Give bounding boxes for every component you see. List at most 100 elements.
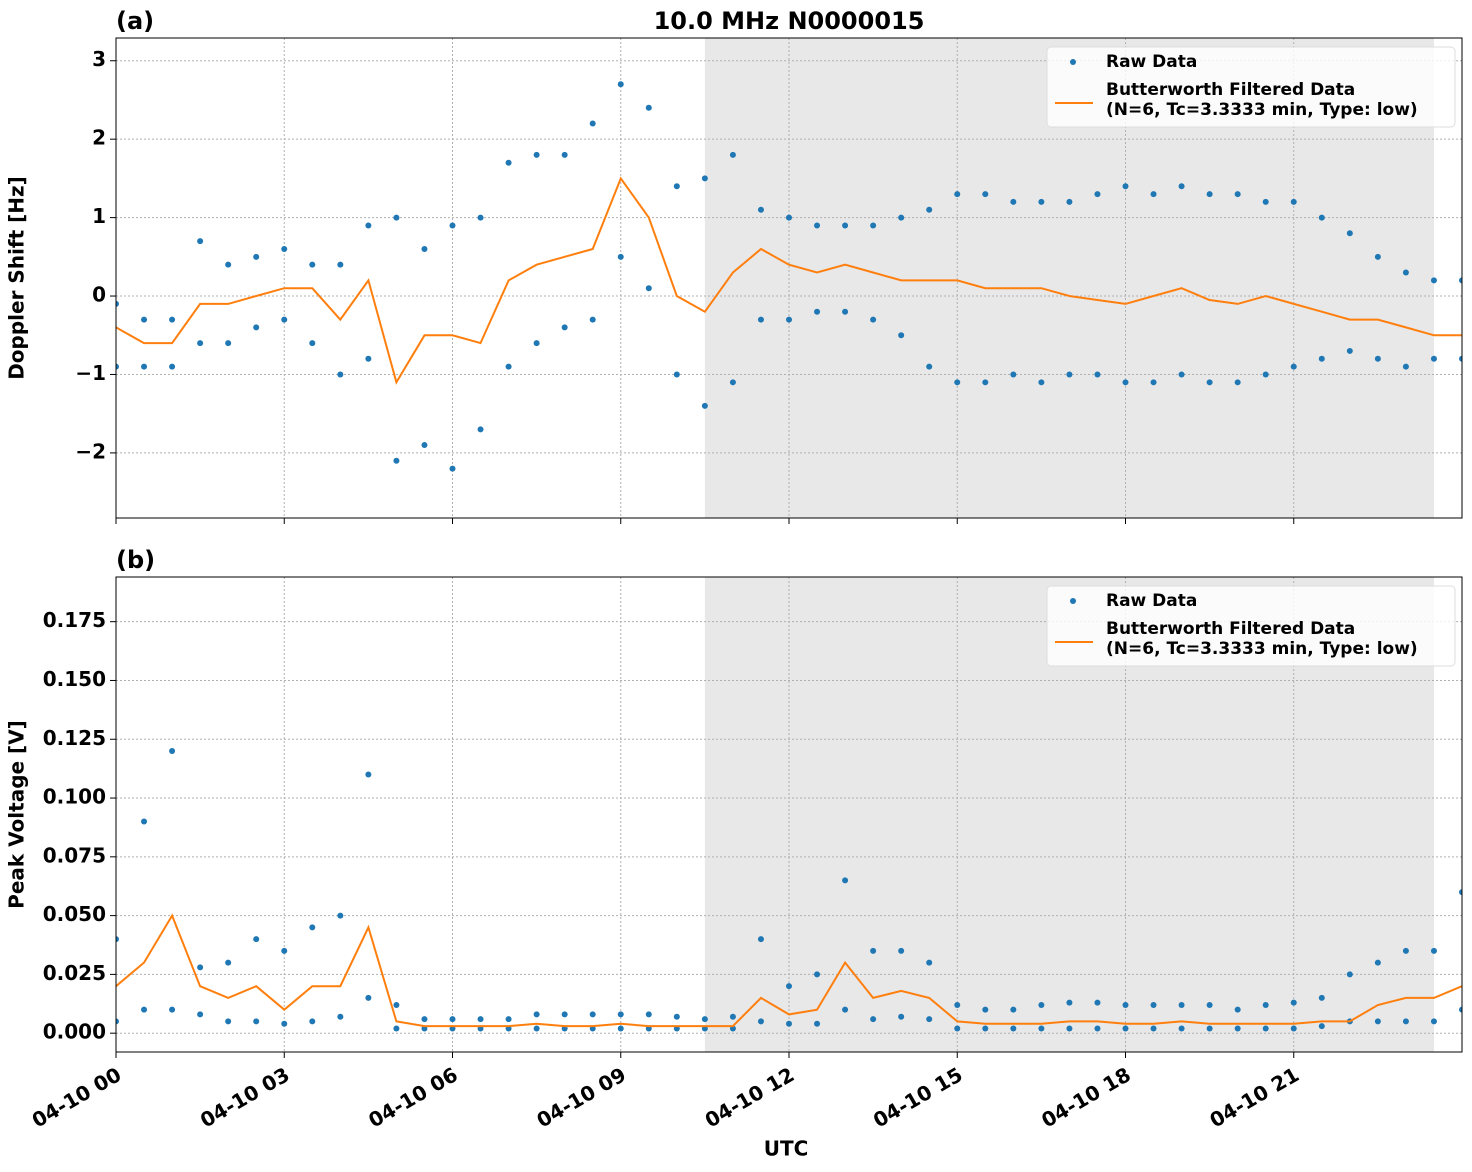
raw-point <box>253 1018 260 1025</box>
filtered-line <box>116 913 1462 1028</box>
raw-point <box>617 1025 624 1032</box>
y-tick-label: 2 <box>92 126 106 150</box>
x-tick-label: 04-10 00 <box>28 1062 126 1132</box>
raw-point <box>1374 1018 1381 1025</box>
raw-point <box>197 340 204 347</box>
raw-point <box>926 363 933 370</box>
x-tick-label: 04-10 21 <box>1205 1062 1303 1132</box>
raw-point <box>116 1018 119 1025</box>
raw-point <box>1318 994 1325 1001</box>
raw-point <box>309 1018 316 1025</box>
raw-point <box>842 877 849 884</box>
legend-label: (N=6, Tc=3.3333 min, Type: low) <box>1106 639 1418 659</box>
y-tick-label: 0.025 <box>43 961 106 985</box>
axes-frame <box>115 37 1463 519</box>
raw-point <box>870 222 877 229</box>
raw-point <box>1290 1025 1297 1032</box>
raw-point <box>477 1016 484 1023</box>
x-tick-label: 04-10 03 <box>196 1062 294 1132</box>
y-tick-label: 0.100 <box>43 785 106 809</box>
raw-point <box>225 261 232 268</box>
raw-point <box>533 1011 540 1018</box>
y-tick-label: 0.150 <box>43 667 106 691</box>
raw-point <box>337 261 344 268</box>
raw-point <box>786 316 792 323</box>
raw-point <box>757 316 764 323</box>
raw-point <box>141 363 148 370</box>
raw-point <box>926 206 933 213</box>
raw-point <box>1318 355 1325 362</box>
raw-point <box>898 332 905 339</box>
raw-point <box>505 159 512 166</box>
raw-point <box>1010 1025 1017 1032</box>
raw-point <box>1150 1001 1157 1008</box>
y-tick-label: −1 <box>75 361 106 385</box>
raw-point <box>645 104 652 111</box>
legend-label: Raw Data <box>1106 52 1197 72</box>
raw-point <box>701 175 708 182</box>
raw-point <box>617 81 624 88</box>
raw-point <box>1122 1025 1129 1032</box>
y-tick-label: 0.050 <box>43 902 106 926</box>
raw-point <box>197 1011 204 1018</box>
y-tick-label: 0.075 <box>43 843 106 867</box>
raw-point <box>645 1011 652 1018</box>
raw-point <box>1122 379 1129 386</box>
raw-point <box>842 308 849 315</box>
raw-point <box>842 1006 849 1013</box>
raw-point <box>1290 198 1297 205</box>
raw-point <box>1234 1025 1241 1032</box>
filtered-line <box>116 176 1462 385</box>
raw-point <box>1374 355 1381 362</box>
raw-point <box>337 912 344 919</box>
raw-point <box>281 947 288 954</box>
raw-point <box>561 151 568 158</box>
legend-box <box>1046 46 1456 128</box>
y-tick-label: 0.175 <box>43 608 106 632</box>
raw-point <box>1066 198 1073 205</box>
raw-point <box>1290 363 1297 370</box>
raw-point <box>673 371 680 378</box>
raw-point <box>729 1013 736 1020</box>
raw-point <box>365 222 372 229</box>
raw-point <box>1346 347 1353 354</box>
raw-point <box>449 222 456 229</box>
raw-point <box>169 1006 176 1013</box>
raw-point <box>814 971 821 978</box>
raw-point <box>898 1013 905 1020</box>
raw-point <box>253 324 260 331</box>
raw-point <box>309 924 316 931</box>
y-tick-label: 0.000 <box>43 1020 106 1044</box>
raw-point <box>757 206 764 213</box>
raw-point <box>116 936 119 943</box>
axes-frame <box>115 576 1463 1053</box>
raw-point <box>1318 1023 1325 1030</box>
raw-point <box>225 1018 232 1025</box>
raw-point <box>1010 1006 1017 1013</box>
raw-point <box>1150 379 1157 386</box>
raw-point <box>757 936 764 943</box>
raw-point <box>589 1011 596 1018</box>
raw-point <box>1178 371 1185 378</box>
raw-point <box>954 191 961 198</box>
raw-point <box>982 1025 989 1032</box>
raw-point <box>365 771 372 778</box>
raw-point <box>365 994 372 1001</box>
raw-point <box>673 183 680 190</box>
raw-point <box>1459 889 1462 896</box>
raw-point <box>169 316 176 323</box>
raw-point <box>1178 1001 1185 1008</box>
panel-label: (b) <box>116 546 155 574</box>
raw-point <box>757 1018 764 1025</box>
raw-point <box>982 191 989 198</box>
raw-point <box>617 1011 624 1018</box>
raw-point <box>786 983 792 990</box>
raw-point <box>393 457 400 464</box>
raw-point <box>1094 999 1101 1006</box>
raw-point <box>421 442 428 449</box>
y-tick-label: 0.125 <box>43 726 106 750</box>
raw-point <box>1038 1025 1045 1032</box>
raw-point <box>1346 971 1353 978</box>
y-tick-label: −2 <box>75 439 106 463</box>
raw-point <box>1402 1018 1409 1025</box>
